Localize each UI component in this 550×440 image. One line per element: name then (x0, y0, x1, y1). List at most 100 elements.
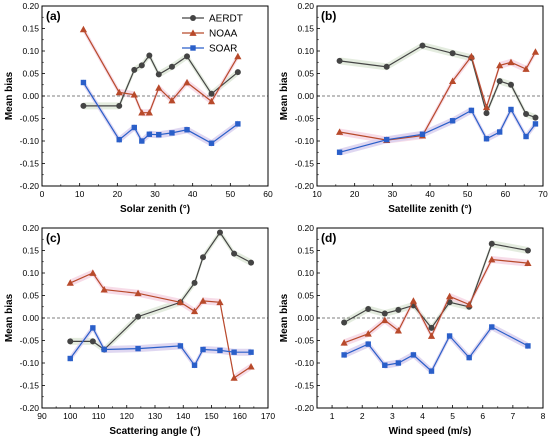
point-noaa-5 (467, 52, 476, 60)
series-line-aerdt (343, 243, 529, 329)
point-noaa-2 (89, 269, 97, 276)
y-tick-label: -0.15 (20, 381, 40, 391)
x-tick-label: 0 (40, 189, 45, 199)
chart-panel-1: -0.20 -0.15 -0.10 -0.05 0.00 0.05 0.10 0.15 0.20… (4, 1, 273, 215)
y-tick-label: 0.20 (297, 223, 314, 233)
point-aerdt-8 (184, 53, 191, 60)
point-aerdt-1 (341, 319, 348, 326)
y-tick-label: 0.15 (297, 246, 314, 256)
point-aerdt-9 (523, 111, 530, 117)
x-tick-label: 3 (390, 411, 395, 421)
point-noaa-3 (130, 91, 138, 98)
point-aerdt-2 (89, 338, 96, 345)
point-aerdt-8 (507, 81, 514, 88)
x-tick-label: 100 (63, 411, 77, 421)
point-noaa-7 (199, 297, 207, 304)
point-soar-10 (235, 121, 241, 127)
series-line-soar (82, 82, 239, 145)
x-tick-label: 10 (75, 189, 85, 199)
point-aerdt-8 (216, 229, 223, 236)
chart-panel-3: -0.20 -0.15 -0.10 -0.05 0.00 0.05 0.10 0.15 0.20… (4, 223, 275, 437)
point-soar-4 (395, 360, 402, 366)
y-tick-label: -0.05 (295, 114, 315, 124)
x-tick-label: 170 (261, 411, 275, 421)
y-tick-label: 0.05 (297, 291, 314, 301)
chart-panel-4: -0.20 -0.15 -0.10 -0.05 0.00 0.05 0.10 0.15 0.20… (279, 223, 546, 437)
point-soar-2 (365, 341, 371, 347)
panel-label: (b) (321, 9, 336, 23)
point-aerdt-2 (116, 102, 123, 109)
point-aerdt-7 (168, 63, 175, 70)
legend: AERDT NOAA SOAR (182, 14, 243, 55)
point-soar-6 (191, 362, 198, 368)
point-noaa-4 (449, 77, 457, 85)
y-axis-label: Mean bias (279, 71, 290, 120)
series-bands (70, 229, 252, 382)
point-aerdt-10 (248, 259, 255, 266)
point-aerdt-6 (428, 324, 435, 331)
point-soar-3 (131, 124, 137, 131)
y-tick-label: -0.20 (20, 181, 40, 191)
band-soar (344, 323, 528, 375)
point-noaa-4 (394, 327, 402, 334)
x-tick-label: 1 (330, 411, 335, 421)
band-noaa (83, 25, 238, 117)
point-noaa-6 (190, 307, 199, 315)
series-line-aerdt (339, 44, 536, 119)
point-noaa-2 (115, 88, 123, 96)
x-tick-label: 90 (37, 411, 47, 421)
point-noaa-5 (176, 298, 185, 306)
y-tick-label: -0.10 (295, 136, 315, 146)
series-line-noaa (343, 258, 528, 344)
x-tick-label: 120 (120, 411, 134, 421)
series-line-noaa (70, 272, 252, 379)
point-soar-4 (139, 138, 145, 144)
band-aerdt (70, 229, 252, 353)
point-noaa-8 (183, 78, 191, 86)
point-soar-5 (146, 131, 153, 137)
point-aerdt-1 (67, 338, 74, 345)
point-soar-1 (336, 149, 343, 155)
point-aerdt-9 (488, 240, 495, 247)
point-aerdt-5 (146, 52, 153, 59)
point-noaa-10 (531, 48, 540, 55)
y-tick-label: 0.10 (22, 46, 39, 56)
x-tick-label: 30 (150, 189, 160, 199)
y-tick-label: 0.00 (297, 91, 314, 101)
point-noaa-1 (66, 279, 74, 286)
point-noaa-5 (145, 109, 153, 116)
point-noaa-9 (522, 65, 530, 72)
point-soar-7 (446, 333, 453, 339)
x-tick-label: 150 (204, 411, 218, 421)
x-tick-label: 60 (263, 189, 273, 199)
point-aerdt-7 (496, 78, 503, 85)
point-noaa-5 (409, 297, 418, 304)
x-tick-label: 70 (538, 189, 548, 199)
point-soar-8 (466, 354, 472, 361)
y-tick-label: 0.15 (22, 246, 39, 256)
panel-label: (a) (46, 9, 61, 23)
y-tick-label: -0.05 (20, 114, 40, 124)
point-aerdt-4 (449, 50, 456, 57)
x-axis-label: Solar zenith (°) (120, 204, 190, 215)
y-tick-label: 0.15 (22, 24, 39, 34)
y-tick-label: -0.10 (295, 358, 315, 368)
point-soar-8 (217, 347, 223, 354)
legend-marker-soar (190, 45, 196, 51)
y-tick-label: -0.10 (20, 136, 40, 146)
x-axis-label: Satellite zenith (°) (388, 204, 471, 215)
band-soar (339, 106, 536, 156)
point-soar-5 (468, 107, 475, 114)
point-aerdt-4 (138, 62, 145, 69)
y-tick-label: -0.05 (295, 336, 315, 346)
point-aerdt-10 (524, 247, 531, 254)
y-tick-label: 0.20 (22, 223, 39, 233)
x-tick-label: 40 (425, 189, 435, 199)
point-soar-10 (525, 343, 531, 349)
point-soar-7 (496, 129, 503, 135)
point-aerdt-9 (231, 250, 238, 257)
x-axis-label: Scattering angle (°) (109, 426, 200, 437)
point-noaa-9 (488, 255, 496, 263)
point-noaa-6 (482, 103, 491, 111)
